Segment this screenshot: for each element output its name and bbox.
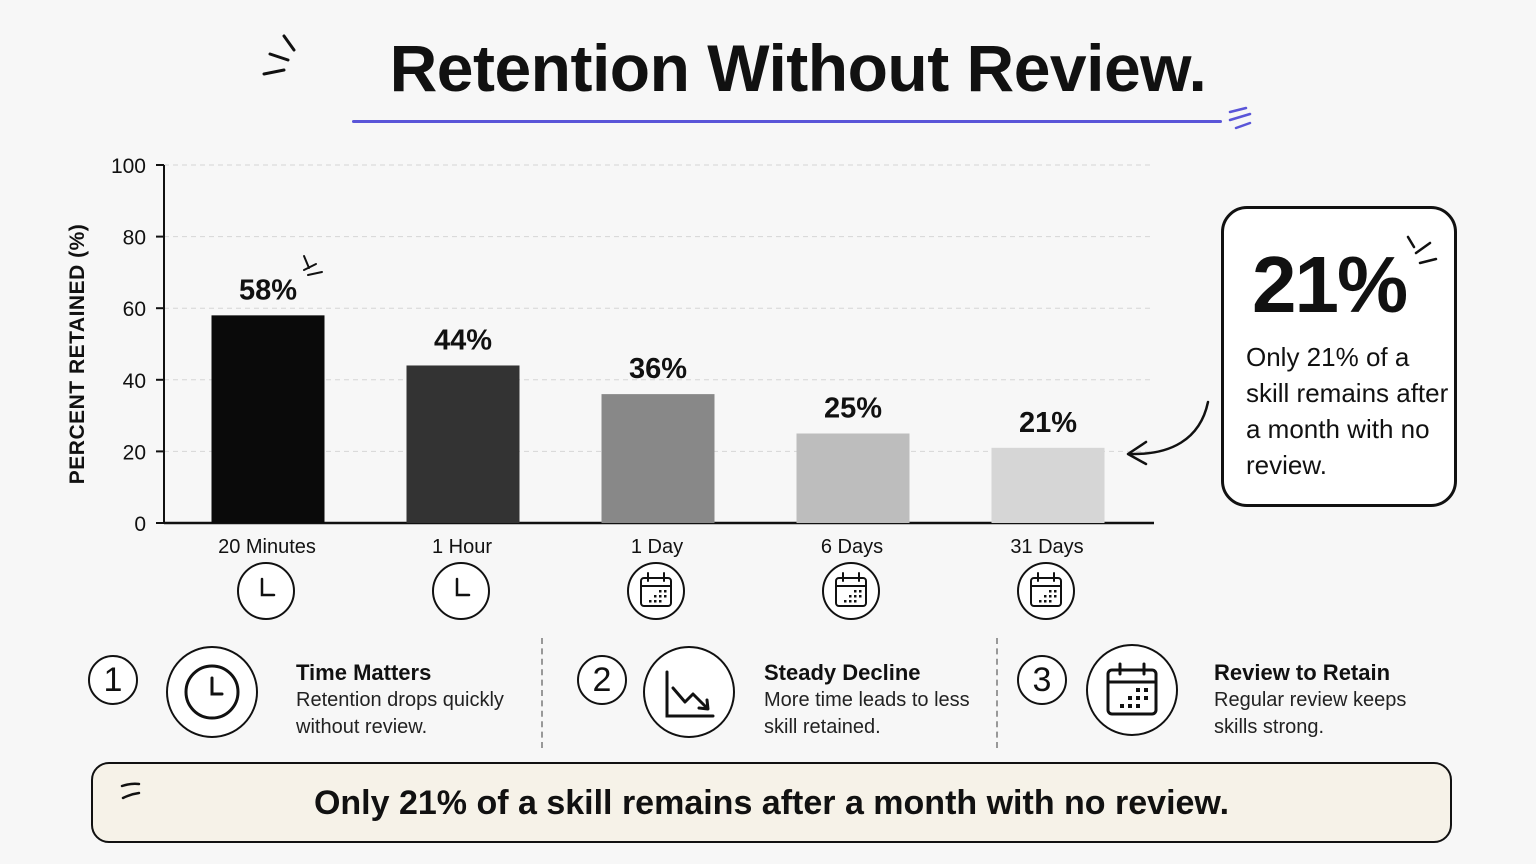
banner-text: Only 21% of a skill remains after a mont… [313, 784, 1230, 822]
y-axis-title: PERCENT RETAINED (%) [66, 224, 89, 484]
bar-value-label: 36% [629, 353, 687, 385]
bar [991, 447, 1105, 523]
callout-card: 21% Only 21% of a skill remains after a … [1221, 206, 1457, 507]
step-number-3: 3 [1017, 655, 1067, 705]
bar [211, 315, 325, 523]
y-tick-label: 40 [123, 370, 146, 393]
y-tick-label: 0 [134, 513, 146, 536]
y-axis: 0 20 40 60 80 100 [111, 155, 1154, 536]
bar [601, 394, 715, 523]
feature-steady-decline: 2 Steady Decline More time leads to less… [577, 640, 987, 750]
sparkle-icon [262, 34, 296, 76]
y-tick-label: 80 [123, 227, 146, 250]
feature-desc: Regular review keeps skills strong. [1214, 689, 1407, 738]
bar-value-label: 21% [1019, 407, 1077, 439]
x-axis-categories: 20 Minutes 1 Hour 1 Day 6 Days 31 Days [218, 536, 1084, 620]
feature-title: Time Matters [296, 660, 432, 685]
calendar-icon [1017, 562, 1075, 620]
page-title: Retention Without Review. [389, 31, 1207, 105]
bar-value-label: 44% [434, 324, 492, 356]
y-tick-label: 100 [111, 155, 146, 178]
bar [406, 365, 520, 523]
category-label: 31 Days [1010, 536, 1083, 558]
step-number-2: 2 [577, 655, 627, 705]
category-label: 1 Day [631, 536, 683, 558]
accent-marks-icon [1228, 106, 1252, 130]
callout-arrowhead [1126, 440, 1148, 466]
feature-time-matters: 1 Time Matters Retention drops quickly w… [88, 640, 528, 750]
callout-arrow [1128, 400, 1210, 456]
clock-icon [432, 562, 490, 620]
category-label: 6 Days [821, 536, 883, 558]
feature-review-to-retain: 3 Review to Retain Regular review keeps … [1017, 640, 1437, 750]
feature-title: Steady Decline [764, 660, 921, 685]
category-label: 1 Hour [432, 536, 492, 558]
callout-stat: 21% [1252, 240, 1408, 329]
clock-icon [166, 646, 258, 738]
callout-text: Only 21% of a skill remains after a mont… [1246, 342, 1449, 480]
y-tick-label: 20 [123, 441, 146, 464]
step-number-1: 1 [88, 655, 138, 705]
divider [996, 638, 998, 748]
title-underline [352, 120, 1222, 123]
bar [796, 433, 910, 523]
title-area: Retention Without Review. [0, 0, 1536, 140]
divider [541, 638, 543, 748]
clock-icon [237, 562, 295, 620]
sparkle-icon [1406, 235, 1438, 265]
sparkle-icon [303, 255, 323, 276]
calendar-icon [822, 562, 880, 620]
calendar-icon [627, 562, 685, 620]
calendar-icon [1086, 644, 1178, 736]
quote-marks-icon [120, 782, 141, 800]
feature-title: Review to Retain [1214, 660, 1391, 685]
summary-banner: Only 21% of a skill remains after a mont… [91, 762, 1452, 843]
feature-desc: Retention drops quickly without review. [296, 689, 504, 738]
bar-value-label: 25% [824, 393, 882, 425]
decline-chart-icon [643, 646, 735, 738]
bar-chart: 0 20 40 60 80 100 58% 44% 36% 25% 21% 20 Minutes 1… [66, 155, 1210, 620]
bar-value-label: 58% [239, 274, 297, 306]
y-tick-label: 60 [123, 298, 146, 321]
bars: 58% 44% 36% 25% 21% [211, 274, 1105, 523]
feature-desc: More time leads to less skill retained. [764, 689, 970, 738]
category-label: 20 Minutes [218, 536, 316, 558]
